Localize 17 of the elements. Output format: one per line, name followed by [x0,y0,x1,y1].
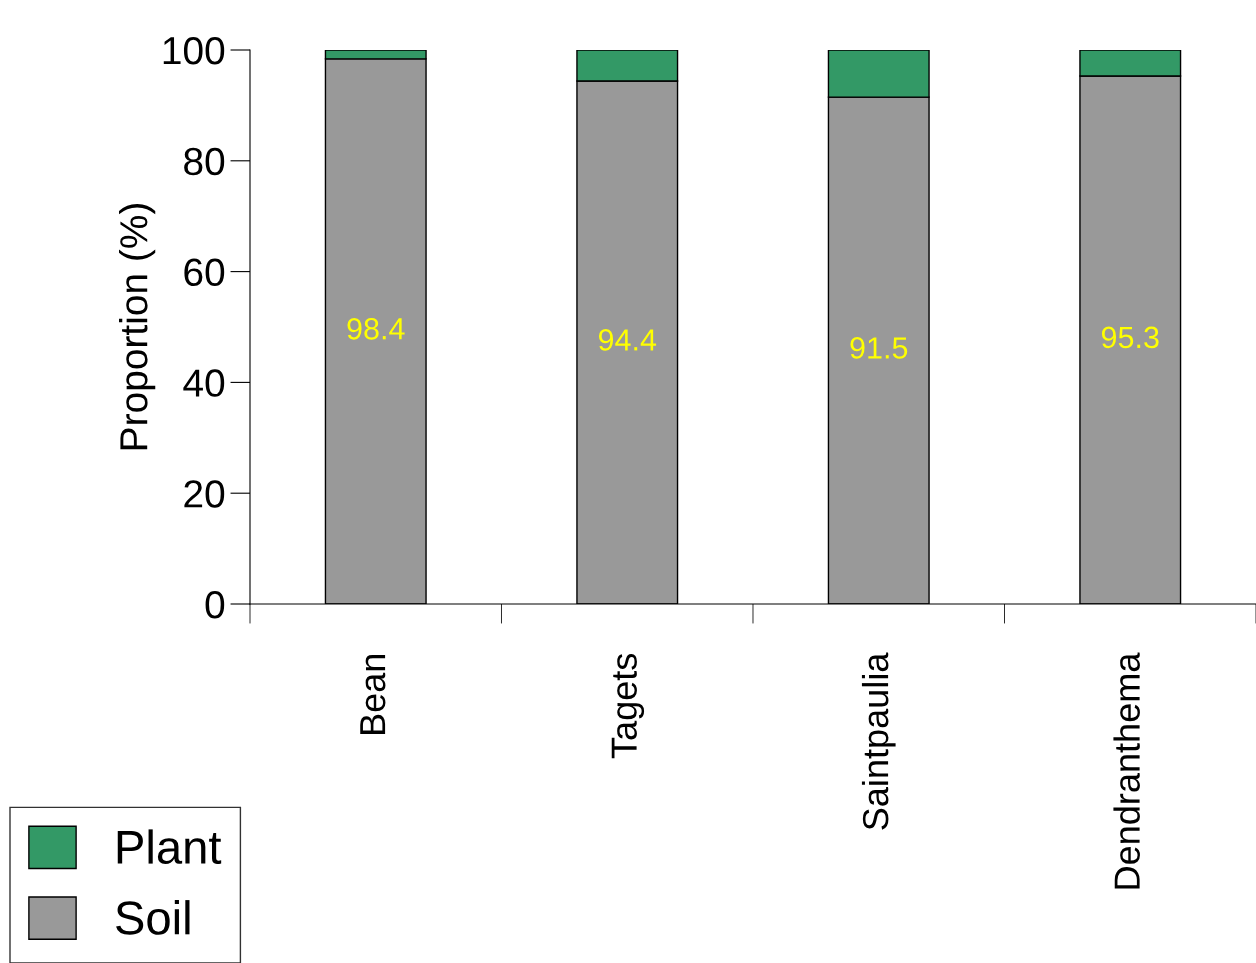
y-axis-title: Proportion (%) [119,204,156,450]
data-label: 95.3 [1101,326,1159,349]
y-tick-label: 80 [184,147,225,176]
y-tick-label: 40 [183,369,225,397]
data-label: 91.5 [850,337,908,359]
legend-label: Soil [116,900,190,935]
x-tick-label: Dendranthema [1113,652,1140,889]
y-tick-label: 100 [163,36,225,65]
legend-label: Plant [117,829,222,865]
y-tick-label: 60 [184,258,225,287]
x-tick-label: Tagets [611,653,645,759]
y-tick-label: 0 [205,590,225,619]
x-tick-label: Bean [360,654,386,734]
x-tick-label: Saintpaulia [861,652,896,830]
data-label: 98.4 [347,318,405,340]
data-label: 94.4 [598,329,657,351]
y-tick-label: 20 [184,480,225,508]
